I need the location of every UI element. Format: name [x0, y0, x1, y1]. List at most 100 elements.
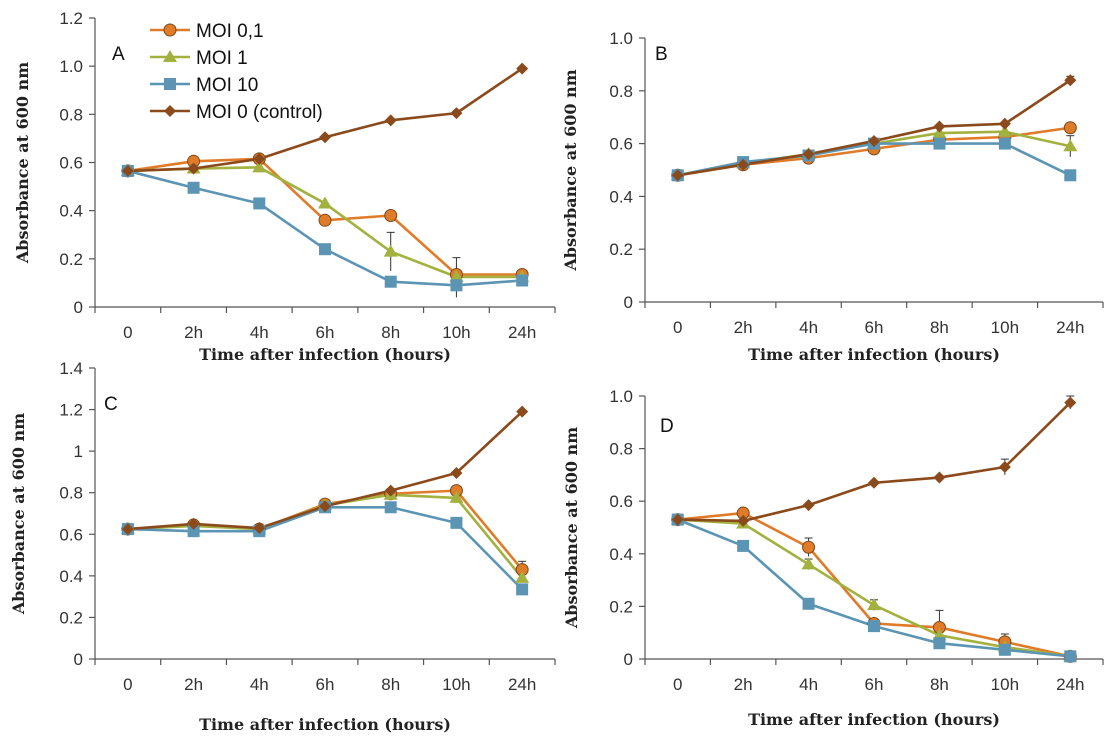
data-point	[384, 114, 397, 127]
y-tick-label: 0.2	[59, 608, 83, 627]
data-point	[801, 557, 816, 570]
x-axis-title: Time after infection (hours)	[199, 715, 451, 734]
data-point	[319, 500, 331, 513]
y-tick-label: 0.4	[59, 567, 83, 586]
data-point	[1064, 396, 1077, 409]
data-point	[933, 471, 946, 484]
y-tick-label: 0	[624, 293, 633, 312]
data-point	[450, 466, 463, 479]
x-tick-label: 0	[673, 675, 682, 694]
data-point	[516, 62, 529, 75]
series-line	[677, 79, 1072, 177]
y-tick-label: 1.0	[609, 387, 633, 406]
data-point	[253, 152, 266, 165]
data-point	[187, 181, 200, 194]
data-point	[737, 158, 750, 171]
legend-label: MOI 0,1	[196, 21, 264, 42]
panel-letter: C	[104, 394, 118, 415]
data-point	[187, 517, 200, 530]
x-tick-label: 0	[123, 675, 132, 694]
data-point	[868, 620, 880, 633]
legend-label: MOI 10	[196, 75, 258, 96]
data-point	[867, 598, 881, 611]
x-tick-label: 10h	[442, 323, 470, 342]
data-point	[933, 637, 946, 650]
series-line	[127, 505, 524, 591]
x-tick-label: 8h	[930, 675, 949, 694]
data-point	[515, 570, 530, 583]
chart-legend: MOI 0,1 MOI 1 MOI 10 MOI 0 (control)	[150, 21, 323, 123]
chart-panel-d: 0 0.2 0.4 0.6 0.8 1.0 0 2h 4h 6h 8h 10h 24h Time afte…	[562, 387, 1104, 729]
data-point	[450, 279, 463, 292]
data-point	[933, 137, 946, 150]
data-point	[1063, 121, 1077, 135]
y-axis-title: Absorbance at 600 nm	[13, 62, 32, 264]
y-tick-label: 0.8	[609, 82, 633, 101]
x-tick-label: 4h	[799, 318, 818, 337]
data-point	[187, 525, 200, 538]
x-tick-label: 6h	[316, 675, 335, 694]
data-point	[384, 208, 398, 222]
y-tick-label: 1.2	[59, 401, 83, 420]
x-tick-label: 4h	[799, 675, 818, 694]
y-tick-label: 0.2	[609, 597, 633, 616]
data-point	[997, 124, 1012, 137]
data-point	[384, 501, 397, 514]
data-point	[737, 514, 750, 527]
y-tick-label: 0	[74, 650, 83, 669]
series-line	[677, 518, 1071, 658]
data-point	[671, 513, 684, 526]
x-axis-title: Time after infection (hours)	[748, 710, 1000, 729]
data-point	[868, 476, 880, 489]
data-point	[319, 243, 331, 256]
y-tick-label: 0.4	[609, 187, 633, 206]
legend-marker	[163, 50, 177, 62]
series-line	[677, 401, 1072, 523]
x-tick-label: 8h	[930, 318, 949, 337]
series-line	[677, 511, 1071, 658]
chart-panel-a: 0 0.2 0.4 0.6 0.8 1.0 1.2 0 2h 4h 6h 8h 10h 24h Time a…	[13, 9, 556, 364]
data-point	[449, 269, 464, 282]
data-point	[253, 522, 266, 535]
x-tick-label: 4h	[250, 323, 269, 342]
data-point	[253, 197, 266, 210]
data-point	[384, 484, 397, 497]
data-point	[802, 148, 815, 161]
y-tick-label: 1.2	[59, 9, 83, 28]
data-point	[121, 164, 134, 177]
x-tick-label: 10h	[442, 675, 470, 694]
x-axis-title: Time after infection (hours)	[199, 345, 451, 364]
data-point	[1064, 169, 1077, 182]
data-point	[516, 274, 529, 287]
y-tick-label: 0.2	[609, 240, 633, 259]
y-tick-label: 0.4	[609, 545, 633, 564]
chart-panel-c: 0 0.2 0.4 0.6 0.8 1 1.2 1.4 0 2h 4h 6h 8h 10h 24h Time …	[9, 359, 556, 734]
y-tick-label: 1.0	[59, 57, 83, 76]
x-axis-title: Time after infection (hours)	[748, 345, 1000, 364]
panel-letter: B	[655, 44, 668, 65]
data-point	[998, 461, 1011, 474]
y-tick-label: 0	[74, 298, 83, 317]
data-point	[450, 107, 463, 120]
legend-marker	[163, 23, 177, 37]
y-tick-label: 0.6	[59, 154, 83, 173]
data-point	[252, 160, 267, 173]
data-point	[384, 275, 397, 288]
x-tick-label: 6h	[865, 675, 884, 694]
data-point	[516, 405, 529, 418]
data-point	[319, 131, 331, 144]
y-tick-label: 0	[624, 650, 633, 669]
x-tick-label: 0	[123, 323, 132, 342]
data-point	[1063, 139, 1078, 152]
x-tick-label: 6h	[316, 323, 335, 342]
series-line	[127, 169, 523, 287]
x-tick-label: 10h	[991, 318, 1019, 337]
data-point	[998, 137, 1011, 150]
y-tick-label: 1.0	[609, 29, 633, 48]
data-point	[868, 134, 880, 147]
y-tick-label: 0.4	[59, 202, 83, 221]
y-tick-label: 0.8	[609, 440, 633, 459]
data-point	[516, 583, 529, 596]
x-tick-label: 24h	[1056, 318, 1084, 337]
